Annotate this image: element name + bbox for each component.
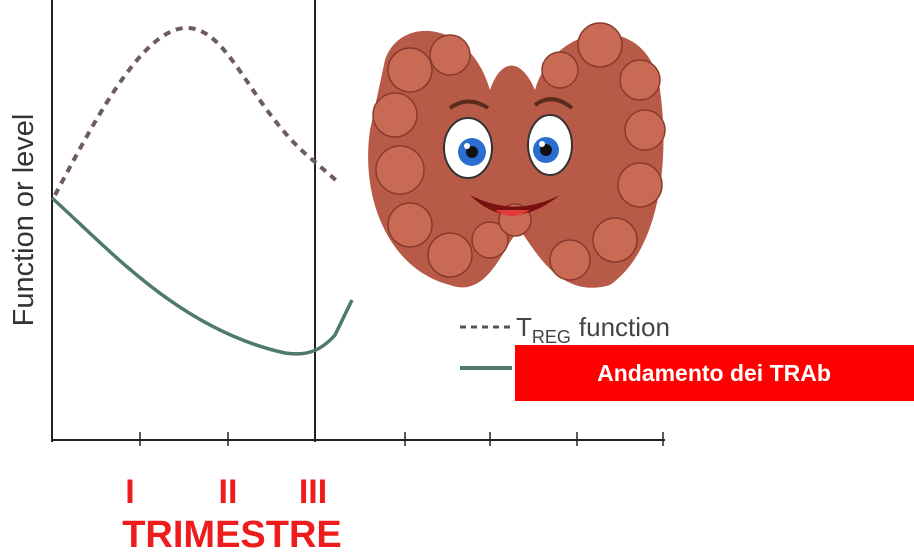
legend-symbol-text: T bbox=[516, 312, 532, 342]
legend-entry: TREG function bbox=[516, 312, 670, 347]
overlay-label: Andamento dei TRAb bbox=[597, 360, 831, 386]
trimester-label: III bbox=[299, 473, 327, 511]
trab-curve bbox=[52, 198, 352, 354]
page: Function or level TREG function Andamento… bbox=[0, 0, 914, 552]
legend-subscript: REG bbox=[532, 327, 571, 347]
treg-curve bbox=[55, 28, 338, 195]
trimester-label: I bbox=[125, 473, 134, 511]
legend-text: function bbox=[579, 312, 670, 342]
y-axis-label: Function or level bbox=[8, 114, 40, 327]
thyroid-illustration bbox=[368, 23, 665, 288]
diagram: Function or level TREG function Andamento… bbox=[0, 0, 914, 552]
trimester-label: II bbox=[219, 473, 238, 511]
x-axis-label: TRIMESTRE bbox=[122, 514, 342, 552]
